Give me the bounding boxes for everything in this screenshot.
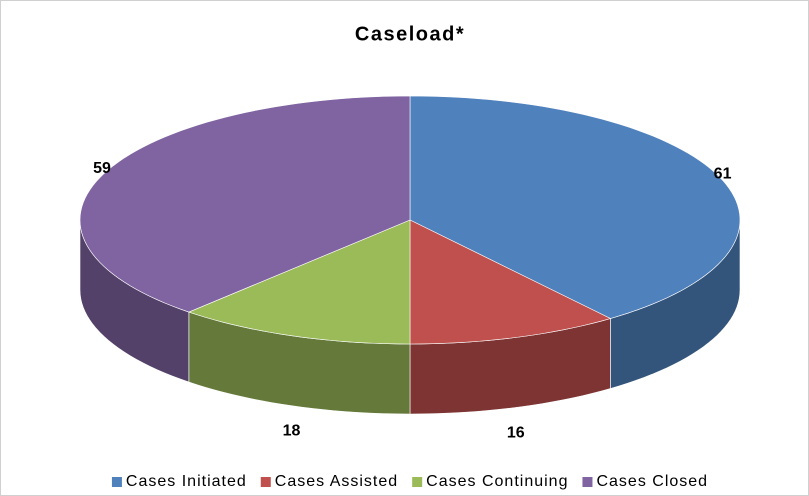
pie-slice [409,219,612,345]
pie-slice [79,95,411,313]
data-label: 59 [93,160,111,177]
data-label: 61 [714,165,732,182]
legend-label: Cases Continuing [426,473,568,490]
legend-swatch [111,477,122,487]
chart-title: Caseload* [355,23,465,45]
legend-label: Cases Closed [596,473,708,490]
legend-label: Cases Initiated [126,473,247,490]
legend-swatch [582,477,593,487]
data-label: 16 [507,424,525,441]
legend-swatch [412,477,423,487]
legend-label: Cases Assisted [275,473,398,490]
pie-slice [187,219,411,345]
pie-slice [409,95,741,319]
data-label: 18 [283,422,301,439]
legend-swatch [260,477,271,487]
legend: Cases Initiated Cases Assisted Cases Conti… [111,473,708,490]
